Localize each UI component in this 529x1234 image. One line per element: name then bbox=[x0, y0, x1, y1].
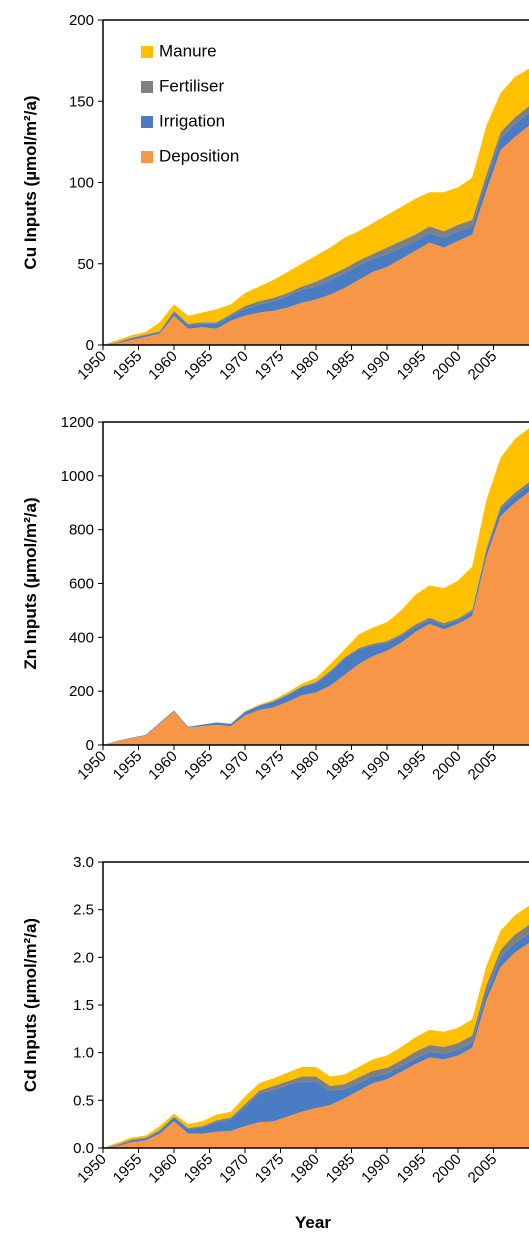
x-tick-label: 1955 bbox=[110, 748, 146, 784]
y-tick-label: 3.0 bbox=[73, 854, 94, 871]
y-axis-label: Cd Inputs (µmol/m²/a) bbox=[21, 918, 40, 1092]
x-tick-label: 2005 bbox=[465, 1151, 501, 1187]
legend-swatch bbox=[141, 116, 153, 128]
x-tick-label: 1995 bbox=[394, 748, 430, 784]
x-tick-label: 1965 bbox=[181, 348, 217, 384]
y-tick-label: 150 bbox=[69, 93, 94, 110]
x-tick-label: 1980 bbox=[287, 748, 323, 784]
y-tick-label: 2.0 bbox=[73, 949, 94, 966]
y-tick-label: 50 bbox=[77, 256, 94, 273]
x-tick-label: 2005 bbox=[465, 348, 501, 384]
x-tick-label: 2000 bbox=[429, 748, 465, 784]
x-tick-label: 1985 bbox=[323, 748, 359, 784]
area bbox=[103, 428, 529, 745]
x-tick-label: 2000 bbox=[429, 348, 465, 384]
x-tick-label: 1970 bbox=[216, 1151, 252, 1187]
area bbox=[103, 68, 529, 345]
y-tick-label: 0 bbox=[86, 337, 94, 354]
x-tick-label: 1975 bbox=[252, 748, 288, 784]
legend-swatch bbox=[141, 151, 153, 163]
x-tick-label: 1990 bbox=[358, 348, 394, 384]
legend-label: Manure bbox=[159, 41, 217, 60]
x-tick-label: 1960 bbox=[145, 1151, 181, 1187]
area bbox=[103, 943, 529, 1148]
area bbox=[103, 112, 529, 345]
x-tick-label: 1985 bbox=[323, 1151, 359, 1187]
legend-swatch bbox=[141, 81, 153, 93]
x-tick-label: 1995 bbox=[394, 1151, 430, 1187]
y-tick-label: 0.5 bbox=[73, 1092, 94, 1109]
x-tick-label: 1975 bbox=[252, 348, 288, 384]
y-tick-label: 100 bbox=[69, 175, 94, 192]
y-tick-label: 400 bbox=[69, 629, 94, 646]
x-tick-label: 1970 bbox=[216, 348, 252, 384]
area bbox=[103, 491, 529, 745]
y-tick-label: 200 bbox=[69, 683, 94, 700]
x-tick-label: 1995 bbox=[394, 348, 430, 384]
y-axis-label: Cu Inputs (µmol/m²/a) bbox=[21, 95, 40, 269]
y-tick-label: 1000 bbox=[61, 468, 94, 485]
x-tick-label: 1960 bbox=[145, 748, 181, 784]
y-tick-label: 200 bbox=[69, 12, 94, 29]
y-tick-label: 1.0 bbox=[73, 1045, 94, 1062]
x-tick-label: 1990 bbox=[358, 1151, 394, 1187]
x-tick-label: 1985 bbox=[323, 348, 359, 384]
x-tick-label: 1960 bbox=[145, 348, 181, 384]
x-axis-label: Year bbox=[295, 1213, 331, 1232]
panel: 0 50 100 150 200 1950 1955 1960 1965 1970 1975 1980… bbox=[21, 12, 529, 383]
x-tick-label: 1950 bbox=[74, 748, 110, 784]
x-tick-label: 1950 bbox=[74, 348, 110, 384]
y-tick-label: 800 bbox=[69, 522, 94, 539]
x-tick-label: 1965 bbox=[181, 748, 217, 784]
legend-label: Fertiliser bbox=[159, 76, 225, 95]
y-tick-label: 2.5 bbox=[73, 902, 94, 919]
y-tick-label: 1200 bbox=[61, 414, 94, 431]
x-tick-label: 1980 bbox=[287, 348, 323, 384]
area bbox=[103, 933, 529, 1148]
y-tick-label: 1.5 bbox=[73, 997, 94, 1014]
x-tick-label: 1990 bbox=[358, 748, 394, 784]
x-tick-label: 2000 bbox=[429, 1151, 465, 1187]
x-tick-label: 1975 bbox=[252, 1151, 288, 1187]
legend-label: Irrigation bbox=[159, 111, 225, 130]
y-tick-label: 0 bbox=[86, 737, 94, 754]
x-tick-label: 1965 bbox=[181, 1151, 217, 1187]
y-tick-label: 600 bbox=[69, 576, 94, 593]
x-tick-label: 2005 bbox=[465, 748, 501, 784]
y-tick-label: 0.0 bbox=[73, 1140, 94, 1157]
y-axis-label: Zn Inputs (µmol/m²/a) bbox=[21, 497, 40, 669]
legend-swatch bbox=[141, 46, 153, 58]
x-tick-label: 1980 bbox=[287, 1151, 323, 1187]
x-tick-label: 1970 bbox=[216, 748, 252, 784]
legend-label: Deposition bbox=[159, 146, 239, 165]
area bbox=[103, 125, 529, 345]
x-tick-label: 1955 bbox=[110, 1151, 146, 1187]
x-tick-label: 1955 bbox=[110, 348, 146, 384]
